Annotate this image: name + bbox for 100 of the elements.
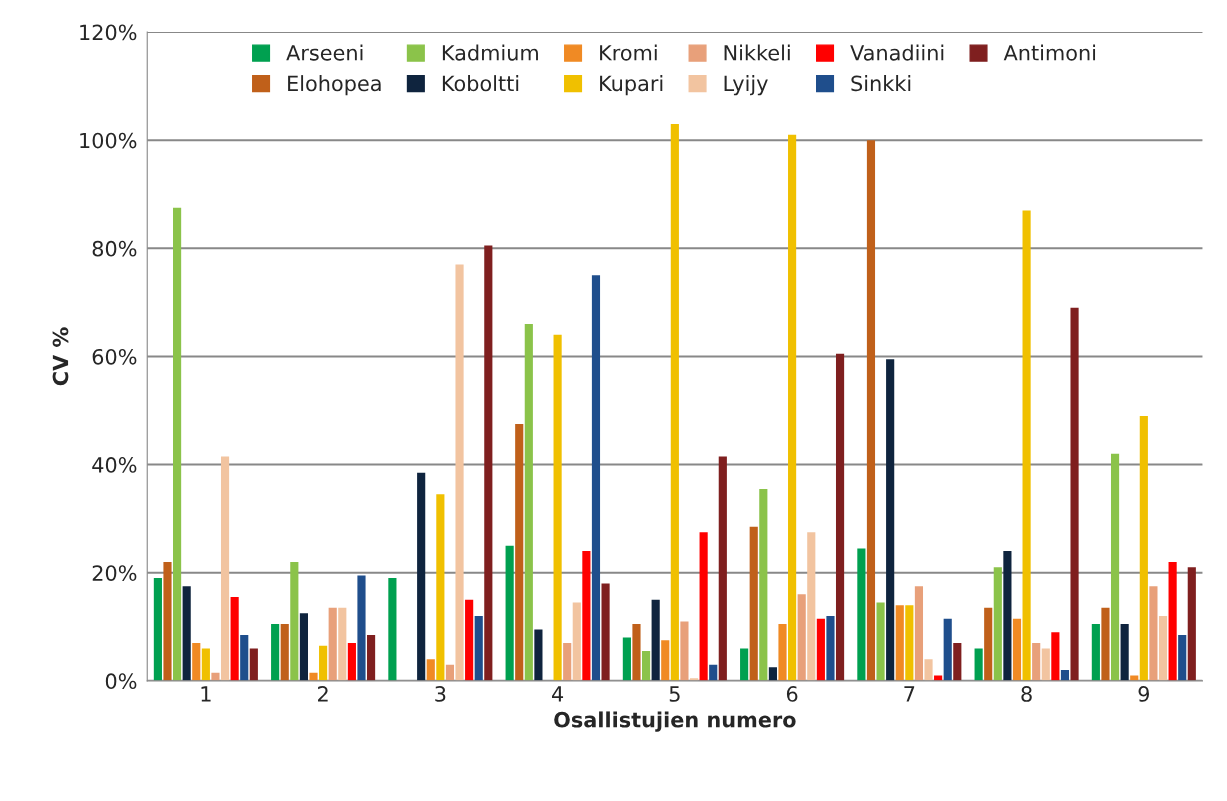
bar (240, 634, 249, 681)
bar (328, 607, 337, 681)
bar (835, 353, 845, 681)
bar (1110, 453, 1120, 681)
legend-label: Kadmium (442, 44, 538, 61)
bar (680, 621, 689, 681)
x-tick-label: 4 (551, 686, 564, 702)
bar (426, 659, 435, 681)
bar (271, 624, 280, 681)
bar (661, 640, 670, 681)
x-tick-label: 7 (904, 686, 915, 702)
bar (1139, 415, 1148, 681)
bar (905, 605, 914, 681)
bar (1130, 675, 1139, 681)
bar (201, 648, 210, 681)
bar (740, 648, 749, 681)
legend-label: Nikkeli (724, 44, 790, 61)
legend-label: Koboltti (442, 75, 519, 92)
bar (524, 324, 533, 681)
legend-label: Antimoni (1003, 44, 1096, 61)
bar (173, 207, 182, 681)
bar (1178, 634, 1187, 681)
bar (993, 567, 1002, 681)
bar (1051, 632, 1060, 681)
bar (582, 551, 591, 681)
bar (807, 532, 816, 681)
bar (505, 545, 514, 681)
bar (1012, 618, 1022, 681)
legend-label: Elohopea (288, 75, 381, 96)
bar (768, 667, 777, 681)
bar (230, 597, 239, 681)
bar (886, 359, 895, 681)
bar (797, 594, 806, 681)
bar (1149, 586, 1158, 681)
bar (943, 618, 952, 681)
bar (484, 245, 493, 681)
bar (534, 629, 543, 681)
bar (1091, 624, 1100, 681)
bar (759, 488, 768, 681)
bar (895, 605, 904, 681)
bar (299, 613, 308, 681)
y-tick-label: 80% (92, 240, 137, 257)
bar (924, 659, 933, 681)
bar (1022, 210, 1031, 681)
bar (914, 586, 924, 681)
bar (220, 456, 230, 681)
x-tick-label: 9 (1138, 686, 1149, 702)
legend-label: Vanadiini (850, 44, 944, 61)
bar (357, 575, 366, 681)
bar (749, 526, 758, 681)
bar (309, 672, 318, 681)
bar (572, 602, 581, 681)
bar (632, 624, 641, 681)
bar (974, 648, 983, 681)
bar (249, 648, 258, 681)
bar (474, 615, 483, 681)
bar (826, 615, 835, 681)
bar (1187, 567, 1196, 681)
x-tick-label: 2 (318, 686, 328, 702)
bar (953, 643, 962, 681)
x-tick-label: 5 (669, 686, 680, 702)
x-tick-label: 3 (435, 686, 446, 702)
legend-label: Kromi (600, 44, 657, 61)
bar (417, 472, 426, 681)
bar (1168, 561, 1177, 681)
bar (163, 561, 172, 681)
bar (455, 264, 464, 681)
bar (1041, 648, 1050, 681)
bar (709, 664, 718, 681)
bar (515, 424, 524, 681)
bar (651, 599, 660, 681)
bar (816, 618, 825, 681)
bar (718, 456, 727, 681)
bar (1158, 615, 1168, 681)
x-tick-label: 1 (201, 686, 211, 702)
y-tick-label: 100% (80, 132, 137, 149)
bar (622, 637, 631, 681)
y-tick-label: 20% (92, 565, 137, 581)
bar (182, 586, 191, 681)
bar (984, 607, 993, 681)
y-tick-label: 40% (92, 457, 137, 473)
legend-label: Arseeni (286, 44, 363, 61)
bar (338, 607, 347, 681)
bar (591, 275, 601, 681)
bar (290, 561, 299, 681)
y-tick-label: 120% (80, 24, 137, 41)
bar (436, 494, 445, 681)
bar (601, 583, 610, 681)
bar (670, 123, 679, 681)
bar (1101, 607, 1110, 681)
bar (280, 624, 289, 681)
bar (866, 140, 876, 681)
bar (699, 532, 708, 681)
bar (1060, 670, 1070, 681)
bar (211, 672, 220, 681)
bar (367, 634, 376, 681)
bar (778, 624, 787, 681)
bar (465, 599, 474, 681)
y-axis-title: CV % (52, 327, 69, 386)
x-tick-label: 8 (1021, 686, 1032, 702)
